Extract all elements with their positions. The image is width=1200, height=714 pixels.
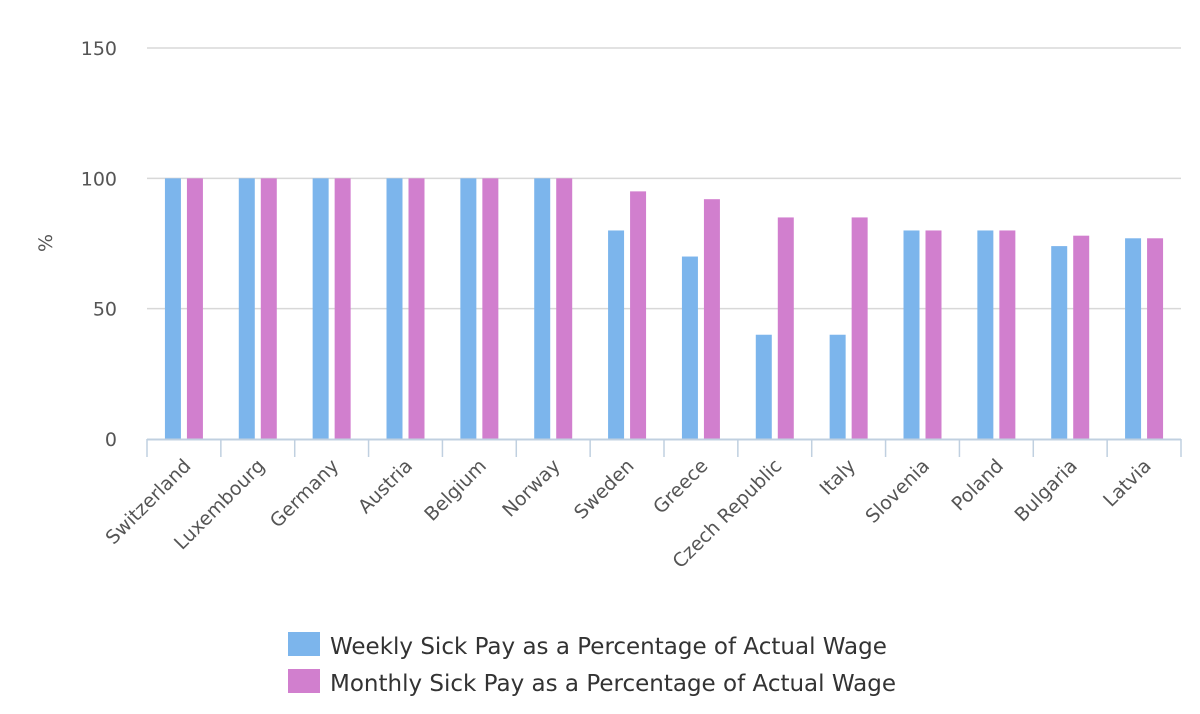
x-tick-label: Bulgaria [1010, 455, 1081, 526]
y-tick-label: 100 [81, 168, 117, 190]
x-tick-label: Austria [354, 455, 417, 518]
bar-monthly [1147, 238, 1164, 439]
bar-weekly [312, 178, 329, 440]
bar-weekly [829, 334, 846, 439]
x-tick-label: Greece [649, 455, 712, 518]
bar-weekly [460, 178, 477, 440]
bar-monthly [630, 191, 647, 439]
bar-monthly [851, 217, 868, 439]
x-tick-label: Italy [815, 455, 860, 500]
x-tick-label: Sweden [570, 455, 639, 524]
bar-monthly [482, 178, 499, 440]
bar-weekly [238, 178, 255, 440]
y-axis-ticks: 0 50 100 150 [81, 38, 117, 451]
legend-item-monthly[interactable]: Monthly Sick Pay as a Percentage of Actu… [288, 669, 896, 697]
x-axis [146, 438, 1182, 457]
x-tick-label: Norway [498, 455, 565, 522]
x-tick-label: Germany [266, 455, 343, 532]
legend-label: Monthly Sick Pay as a Percentage of Actu… [330, 671, 896, 697]
bar-weekly [977, 230, 994, 439]
x-tick-label: Poland [947, 455, 1007, 515]
bars [164, 178, 1164, 440]
bar-monthly [1073, 235, 1090, 439]
bar-weekly [903, 230, 920, 439]
bar-monthly [999, 230, 1016, 439]
legend-item-weekly[interactable]: Weekly Sick Pay as a Percentage of Actua… [288, 632, 887, 660]
bar-weekly [681, 256, 698, 439]
x-tick-label: Belgium [420, 455, 491, 526]
y-axis-label: % [35, 234, 57, 252]
bar-monthly [408, 178, 425, 440]
bar-monthly [777, 217, 794, 439]
x-tick-label: Latvia [1099, 455, 1155, 511]
legend-label: Weekly Sick Pay as a Percentage of Actua… [330, 634, 887, 660]
bar-monthly [260, 178, 277, 440]
bar-monthly [186, 178, 203, 440]
legend-swatch [288, 632, 320, 656]
legend[interactable]: Weekly Sick Pay as a Percentage of Actua… [288, 632, 896, 697]
y-tick-label: 50 [93, 299, 117, 321]
x-tick-label: Slovenia [861, 455, 934, 528]
bar-weekly [534, 178, 551, 440]
bar-weekly [164, 178, 181, 440]
bar-weekly [755, 334, 772, 439]
bar-weekly [386, 178, 403, 440]
bar-weekly [608, 230, 625, 439]
gridlines [147, 47, 1181, 310]
legend-swatch [288, 669, 320, 693]
bar-weekly [1125, 238, 1142, 439]
bar-monthly [925, 230, 942, 439]
y-tick-label: 150 [81, 38, 117, 60]
bar-weekly [1051, 246, 1068, 439]
y-tick-label: 0 [105, 429, 117, 451]
bar-monthly [556, 178, 573, 440]
bar-monthly [334, 178, 351, 440]
bar-monthly [703, 199, 720, 439]
